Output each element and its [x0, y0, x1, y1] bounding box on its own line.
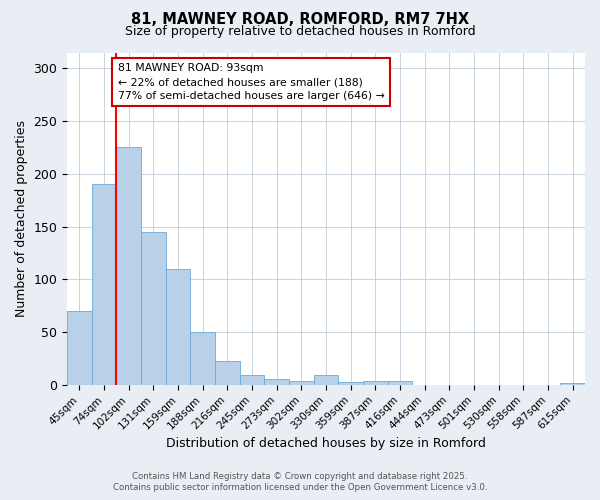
- Bar: [92, 184, 116, 385]
- Bar: [141, 232, 166, 385]
- Bar: [560, 383, 585, 385]
- Bar: [314, 376, 338, 385]
- Text: 81 MAWNEY ROAD: 93sqm
← 22% of detached houses are smaller (188)
77% of semi-det: 81 MAWNEY ROAD: 93sqm ← 22% of detached …: [118, 63, 385, 101]
- Text: Size of property relative to detached houses in Romford: Size of property relative to detached ho…: [125, 25, 475, 38]
- Bar: [190, 332, 215, 385]
- Text: 81, MAWNEY ROAD, ROMFORD, RM7 7HX: 81, MAWNEY ROAD, ROMFORD, RM7 7HX: [131, 12, 469, 28]
- Bar: [363, 380, 388, 385]
- Bar: [338, 382, 363, 385]
- Bar: [166, 269, 190, 385]
- X-axis label: Distribution of detached houses by size in Romford: Distribution of detached houses by size …: [166, 437, 486, 450]
- Bar: [289, 380, 314, 385]
- Bar: [67, 311, 92, 385]
- Bar: [388, 380, 412, 385]
- Bar: [116, 148, 141, 385]
- Bar: [215, 360, 240, 385]
- Y-axis label: Number of detached properties: Number of detached properties: [15, 120, 28, 317]
- Text: Contains HM Land Registry data © Crown copyright and database right 2025.
Contai: Contains HM Land Registry data © Crown c…: [113, 472, 487, 492]
- Bar: [240, 376, 265, 385]
- Bar: [265, 378, 289, 385]
